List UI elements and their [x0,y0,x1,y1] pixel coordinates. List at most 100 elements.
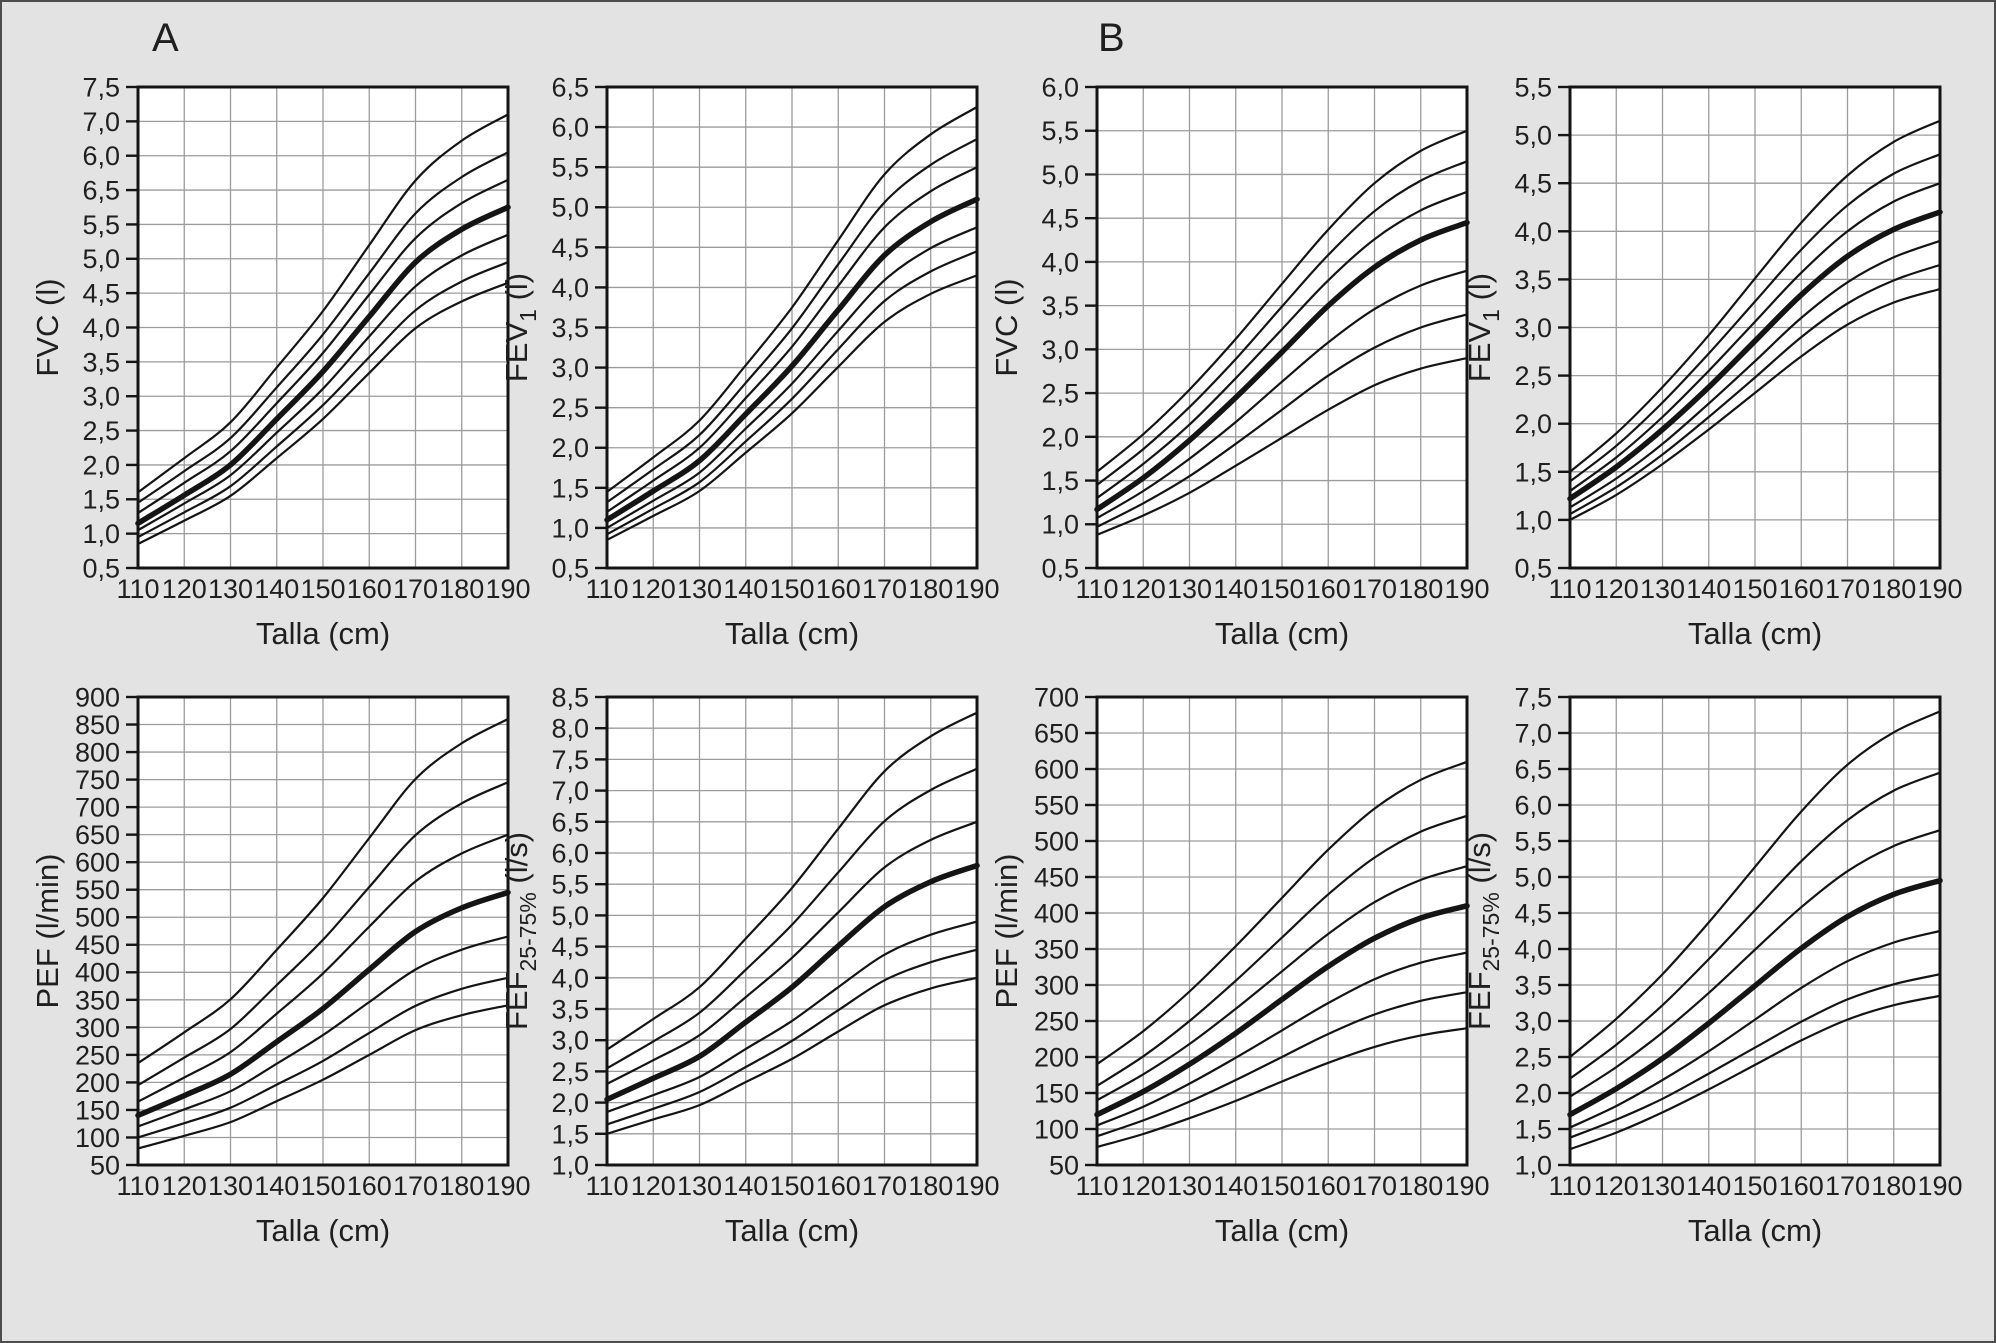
y-tick-label: 4,0 [551,273,589,303]
y-tick-label: 6,5 [1514,754,1552,784]
y-tick-label: 5,0 [1514,121,1552,151]
x-tick-label: 140 [723,1171,768,1201]
curve-curve_1 [1568,710,1942,1059]
x-axis-title: Talla (cm) [725,1213,859,1248]
y-tick-label: 3,5 [551,313,589,343]
x-tick-label: 190 [954,574,999,604]
percentile-curves [1567,710,1943,1151]
y-tick-label: 4,5 [1514,169,1552,199]
y-axis-ticks: 8,58,07,57,06,56,05,55,04,54,03,53,02,52… [551,682,607,1180]
y-tick-label: 6,0 [82,141,120,171]
x-tick-label: 140 [254,574,299,604]
y-tick-label: 5,5 [1514,826,1552,856]
y-tick-label: 600 [75,848,120,878]
curve-curve_3 [605,820,979,1085]
y-tick-label: 4,5 [1514,898,1552,928]
plot-border [136,695,510,1167]
group-b-label: B [1098,16,1125,60]
percentile-curves [1567,119,1943,521]
y-tick-label: 4,0 [1514,217,1552,247]
y-tick-label: 550 [75,875,120,905]
y-tick-label: 2,0 [1514,409,1552,439]
curve-curve_3 [1095,865,1469,1102]
curve-curve_1 [136,113,510,494]
y-tick-label: 7,0 [1514,718,1552,748]
x-tick-label: 150 [769,574,814,604]
curve-curve_7 [1568,287,1942,521]
y-tick-label: 3,5 [1514,970,1552,1000]
x-tick-label: 110 [116,1171,159,1201]
x-tick-label: 190 [485,1171,530,1201]
curve-curve_2 [1095,160,1469,487]
y-axis-ticks: 7,5 7,0 6,5 6,0 5,5 5,0 4,5 4,0 3,5 3,0 2,5 2,0 1,5 1… [1514,682,1570,1180]
y-axis-ticks: 6,0 5,5 5,0 4,5 4,0 3,5 3,0 2,5 2,0 1,5 1,0 0,5 [1041,72,1097,583]
x-tick-label: 170 [862,574,907,604]
y-tick-label: 3,5 [551,994,589,1024]
y-tick-label: 700 [1034,682,1079,712]
y-tick-label: 3,0 [1514,313,1552,343]
y-tick-label: 5,5 [551,153,589,183]
x-tick-label: 110 [1075,574,1118,604]
y-tick-label: 450 [1034,862,1079,892]
y-tick-label: 1,5 [551,1119,589,1149]
x-tick-label: 120 [162,1171,207,1201]
percentile-curves [604,711,980,1135]
curve-curve_3 [136,178,510,515]
x-tick-label: 110 [1548,1171,1591,1201]
x-tick-label: 150 [1732,1171,1777,1201]
x-tick-label: 150 [1259,574,1304,604]
y-axis-title: FEF25-75% (l/s) [499,832,541,1030]
x-axis-ticks: 110 120 130 140 150 160 170 180 190 [585,574,999,604]
x-tick-label: 190 [1444,574,1489,604]
y-tick-label: 4,5 [1041,204,1079,234]
y-tick-label: 6,5 [551,807,589,837]
curve-curve_4-bold [604,862,980,1103]
y-axis-ticks: 700 650 600 550 500 450 400 350 300 250 200 150 100 5… [1034,682,1097,1180]
x-tick-label: 180 [908,1171,953,1201]
curve-curve_6 [1095,991,1469,1138]
x-axis-ticks: 110 120 130 140 150 160 170 180 190 [1548,1171,1962,1201]
y-tick-label: 300 [1034,970,1079,1000]
x-tick-label: 130 [1640,574,1685,604]
curve-curve_5 [1095,269,1469,520]
curve-curve_2 [136,151,510,504]
y-tick-label: 450 [75,930,120,960]
y-tick-label: 4,0 [1041,247,1079,277]
plot-border [605,695,979,1167]
curve-curve_6 [605,948,979,1126]
y-tick-label: 3,5 [1514,265,1552,295]
curve-curve_5 [1568,929,1942,1129]
curve-curve_5 [605,226,979,530]
y-tick-label: 8,0 [551,714,589,744]
y-tick-label: 5,5 [551,870,589,900]
y-tick-label: 7,5 [551,745,589,775]
x-tick-label: 160 [1306,574,1351,604]
x-tick-label: 140 [1213,1171,1258,1201]
curve-curve_3 [1568,829,1942,1098]
x-tick-label: 160 [1779,574,1824,604]
y-tick-label: 7,5 [82,72,120,102]
curve-curve_1 [136,717,510,1065]
y-tick-label: 8,5 [551,682,589,712]
y-tick-label: 2,5 [551,393,589,423]
x-tick-label: 170 [1825,1171,1870,1201]
x-tick-label: 110 [1075,1171,1118,1201]
chart-a-fef2575: 8,58,07,57,06,56,05,55,04,54,03,53,02,52… [499,682,1000,1248]
y-tick-label: 4,5 [551,932,589,962]
curve-curve_4-bold [135,204,511,527]
y-axis-title: FEF25-75% (l/s) [1462,832,1504,1030]
y-tick-label: 3,0 [1041,335,1079,365]
x-axis-title: Talla (cm) [1215,616,1349,651]
x-axis-title: Talla (cm) [1215,1213,1349,1248]
x-tick-label: 180 [1398,574,1443,604]
x-tick-label: 140 [1686,574,1731,604]
y-tick-label: 100 [75,1123,120,1153]
x-tick-label: 170 [1825,574,1870,604]
y-axis-title: PEF (l/min) [989,853,1024,1008]
y-tick-label: 3,0 [82,382,120,412]
y-tick-label: 650 [1034,718,1079,748]
x-tick-label: 130 [1640,1171,1685,1201]
y-tick-label: 2,0 [82,450,120,480]
x-tick-label: 120 [1121,1171,1166,1201]
percentile-curves [604,105,980,542]
